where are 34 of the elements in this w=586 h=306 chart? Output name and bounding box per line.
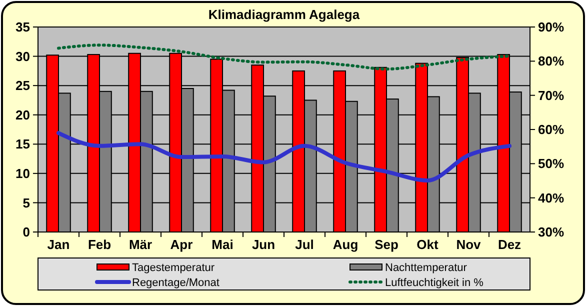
- x-tick-label: Mär: [128, 237, 152, 252]
- y2-tick-label: 70%: [538, 88, 564, 103]
- line-series: [57, 44, 511, 71]
- y-tick-label: 25: [16, 78, 30, 94]
- y-tick-label: 5: [22, 195, 30, 210]
- y2-tick-label: 60%: [538, 122, 564, 138]
- x-tick-label: Jun: [252, 237, 276, 252]
- legend-label: Luftfeuchtigkeit in %: [385, 276, 484, 289]
- legend-label: Tagestemperatur: [132, 262, 215, 274]
- x-tick-label: Aug: [332, 237, 358, 252]
- y-tick-label: 10: [16, 166, 30, 181]
- legend-label: Nachttemperatur: [385, 262, 468, 274]
- y-tick-label: 0: [22, 224, 30, 240]
- y-tick-label: 30: [16, 48, 30, 64]
- y2-tick-label: 90%: [538, 20, 564, 35]
- x-tick-label: Okt: [416, 237, 440, 252]
- x-tick-label: Jul: [295, 237, 314, 252]
- x-tick-label: Feb: [88, 237, 112, 252]
- x-tick-label: Jan: [47, 237, 70, 252]
- y2-tick-label: 50%: [538, 156, 564, 172]
- y-tick-label: 20: [16, 107, 30, 122]
- y2-tick-label: 30%: [538, 224, 564, 240]
- legend-label: Regentage/Monat: [132, 276, 220, 289]
- x-tick-label: Dez: [498, 237, 522, 252]
- y-tick-label: 15: [16, 136, 30, 152]
- line-series: [56, 131, 512, 182]
- x-tick-label: Mai: [212, 237, 234, 252]
- y2-tick-label: 80%: [538, 54, 564, 69]
- x-tick-label: Apr: [170, 237, 193, 252]
- y-tick-label: 35: [16, 20, 30, 35]
- x-tick-label: Sep: [374, 237, 398, 252]
- chart-title: Klimadiagramm Agalega: [208, 7, 360, 22]
- y2-tick-label: 40%: [538, 190, 564, 206]
- x-tick-label: Nov: [456, 237, 482, 252]
